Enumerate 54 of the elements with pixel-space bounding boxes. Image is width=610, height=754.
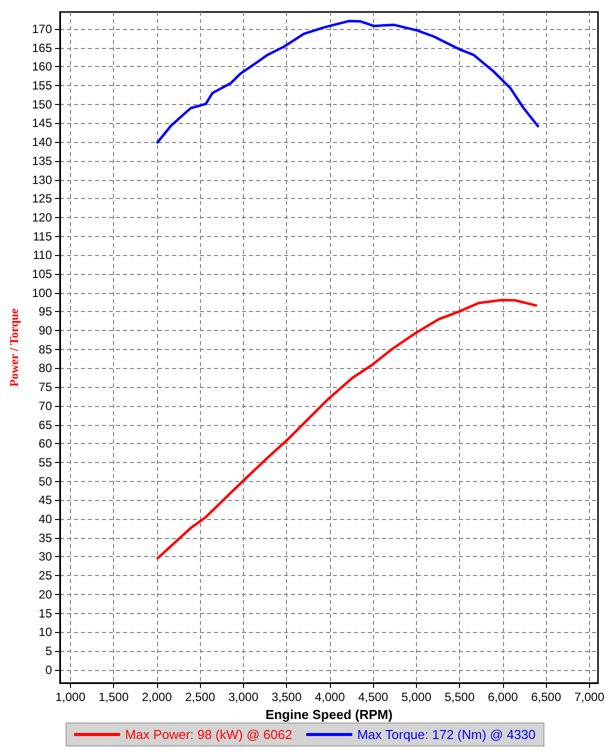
y-tick-label: 50 bbox=[38, 474, 52, 488]
y-tick-label: 125 bbox=[32, 192, 52, 206]
y-tick-label: 45 bbox=[38, 493, 52, 508]
y-tick-label: 115 bbox=[32, 229, 52, 244]
y-tick-label: 85 bbox=[38, 342, 52, 356]
y-tick-label: 155 bbox=[32, 78, 52, 93]
x-tick-label: 6,000 bbox=[488, 690, 518, 704]
y-tick-label: 145 bbox=[32, 116, 52, 130]
y-tick-label: 20 bbox=[38, 587, 52, 602]
y-tick-label: 80 bbox=[38, 361, 52, 376]
y-tick-label: 30 bbox=[38, 550, 52, 564]
y-tick-label: 150 bbox=[32, 97, 52, 112]
y-tick-label: 25 bbox=[38, 568, 52, 583]
y-tick-label: 35 bbox=[38, 530, 52, 545]
y-tick-label: 165 bbox=[32, 40, 52, 55]
y-tick-label: 110 bbox=[32, 248, 52, 262]
y-tick-label: 0 bbox=[45, 662, 52, 677]
y-tick-label: 95 bbox=[38, 304, 52, 319]
y-tick-label: 55 bbox=[38, 455, 52, 470]
line-series bbox=[156, 20, 540, 144]
x-tick-label: 1,000 bbox=[55, 690, 86, 704]
y-tick-label: 90 bbox=[38, 324, 52, 338]
x-tick-label: 2,000 bbox=[142, 690, 172, 704]
legend-label: Max Torque: 172 (Nm) @ 4330 bbox=[357, 727, 536, 742]
y-tick-label: 75 bbox=[38, 380, 52, 394]
y-tick-label: 130 bbox=[32, 172, 52, 187]
x-axis-title: Engine Speed (RPM) bbox=[265, 706, 393, 722]
y-tick-label: 10 bbox=[38, 625, 52, 640]
x-tick-label: 4,000 bbox=[314, 690, 346, 704]
x-tick-label: 3,500 bbox=[272, 690, 302, 704]
y-tick-label: 135 bbox=[32, 154, 52, 168]
x-tick-label: 3,000 bbox=[228, 690, 259, 704]
x-tick-label: 7,000 bbox=[574, 690, 605, 704]
y-tick-label: 60 bbox=[38, 436, 52, 451]
x-tick-label: 6,500 bbox=[531, 690, 562, 704]
x-tick-label: 1,500 bbox=[98, 690, 129, 704]
y-tick-label: 105 bbox=[32, 266, 52, 281]
legend-label: Max Power: 98 (kW) @ 6062 bbox=[125, 727, 292, 742]
y-tick-label: 140 bbox=[32, 135, 52, 150]
y-tick-label: 70 bbox=[38, 398, 52, 413]
line-series bbox=[156, 298, 538, 560]
x-tick-label: 4,500 bbox=[358, 690, 388, 704]
y-tick-label: 160 bbox=[32, 60, 52, 74]
x-tick-label: 5,500 bbox=[444, 690, 475, 704]
y-tick-label: 65 bbox=[38, 418, 52, 432]
x-tick-label: 2,500 bbox=[185, 690, 216, 704]
y-axis-title: Power / Torque bbox=[7, 308, 21, 387]
y-tick-label: 100 bbox=[32, 286, 52, 300]
y-tick-label: 120 bbox=[32, 210, 52, 224]
y-tick-label: 40 bbox=[38, 512, 52, 526]
y-tick-label: 170 bbox=[32, 22, 52, 36]
y-tick-label: 5 bbox=[45, 644, 52, 658]
x-tick-label: 5,000 bbox=[401, 690, 432, 704]
y-tick-label: 15 bbox=[38, 606, 52, 620]
